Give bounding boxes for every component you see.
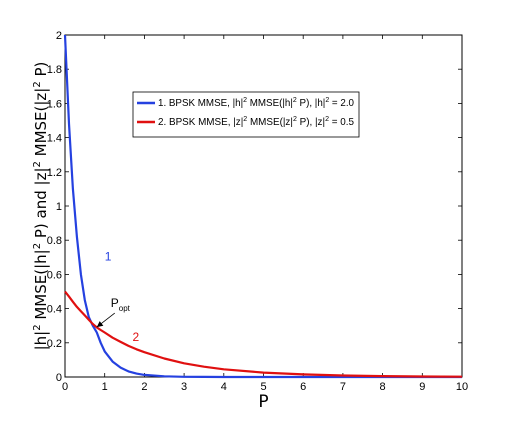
- y-axis-label: |h|2 MMSE(|h|2 P) and |z|2 MMSE(|z|2 P): [32, 62, 50, 351]
- y-tick-label: 1.4: [47, 133, 62, 145]
- legend-entry-part: MMSE(|h|: [247, 97, 293, 109]
- y-axis-label-part: 2: [32, 161, 43, 167]
- y-tick-label: 0.2: [47, 338, 62, 350]
- y-tick-label: 0.8: [47, 235, 62, 247]
- y-axis-label-part: MMSE(|h|: [32, 249, 50, 324]
- annotation-text: P: [111, 296, 119, 310]
- y-tick-label: 0.6: [47, 269, 62, 281]
- y-tick-label: 1.2: [47, 167, 62, 179]
- x-tick-label: 0: [62, 381, 68, 393]
- y-axis-label-part: 2: [32, 81, 43, 87]
- y-axis-label-part: P): [32, 62, 50, 82]
- legend-entry-part: = 0.5: [329, 116, 354, 128]
- legend-box: [132, 91, 360, 138]
- x-tick-label: 6: [300, 381, 306, 393]
- annotation-subscript: opt: [119, 304, 131, 313]
- legend-entry-2: 2. BPSK MMSE, |z|2 MMSE(|z|2 P), |z|2 = …: [158, 114, 354, 128]
- legend-entry-part: 2: [325, 95, 329, 104]
- legend-entry-part: 2: [293, 95, 297, 104]
- legend-entry-part: 2: [243, 114, 247, 123]
- y-axis-label-part: |h|: [32, 331, 50, 351]
- y-tick-label: 0.4: [47, 304, 62, 316]
- legend-entry-part: 2: [293, 114, 297, 123]
- series-line-1: [63, 34, 462, 379]
- legend-entry-part: MMSE(|z|: [247, 116, 293, 128]
- curve-label-2: 2: [132, 330, 139, 344]
- legend-entry-part: 1.: [158, 97, 166, 109]
- x-tick-label: 10: [456, 381, 468, 393]
- y-tick-label: 2: [56, 30, 62, 42]
- y-axis-label-part: MMSE(|z|: [32, 88, 50, 161]
- x-tick-label: 3: [181, 381, 187, 393]
- legend-entry-part: BPSK MMSE, |z|: [166, 116, 243, 128]
- legend-entry-part: 2.: [158, 116, 166, 128]
- annotation-arrowhead: [96, 321, 104, 328]
- series-line-2: [64, 290, 463, 378]
- x-axis-label: P: [258, 392, 268, 412]
- y-axis-label-part: P) and |z|: [32, 168, 50, 243]
- x-tick-label: 1: [102, 381, 108, 393]
- legend-entry-part: P), |z|: [297, 116, 325, 128]
- x-tick-label: 7: [340, 381, 346, 393]
- y-tick-label: 1: [56, 201, 62, 213]
- y-axis-label-part: 2: [32, 324, 43, 330]
- y-axis-label-part: 2: [32, 243, 43, 249]
- legend-entry-part: 2: [325, 114, 329, 123]
- x-tick-label: 4: [221, 381, 227, 393]
- legend: 1. BPSK MMSE, |h|2 MMSE(|h|2 P), |h|2 = …: [132, 91, 360, 138]
- annotation-p-opt: Popt: [96, 296, 131, 328]
- series-layer: 12: [63, 34, 463, 379]
- y-tick-label: 1.6: [47, 98, 62, 110]
- y-axis-label-group: |h|2 MMSE(|h|2 P) and |z|2 MMSE(|z|2 P): [32, 62, 50, 351]
- legend-entry-1: 1. BPSK MMSE, |h|2 MMSE(|h|2 P), |h|2 = …: [158, 95, 354, 109]
- x-tick-label: 2: [141, 381, 147, 393]
- legend-entry-part: BPSK MMSE, |h|: [166, 97, 243, 109]
- legend-entry-part: = 2.0: [329, 97, 354, 109]
- curve-label-1: 1: [105, 250, 112, 264]
- plot-area: [64, 34, 463, 378]
- x-tick-label: 8: [380, 381, 386, 393]
- legend-entry-part: 2: [243, 95, 247, 104]
- legend-entry-part: P), |h|: [297, 97, 325, 109]
- x-tick-label: 5: [260, 381, 266, 393]
- annotation-label: Popt: [111, 296, 131, 313]
- x-tick-label: 9: [419, 381, 425, 393]
- y-tick-label: 1.8: [47, 64, 62, 76]
- y-tick-label: 0: [56, 372, 62, 384]
